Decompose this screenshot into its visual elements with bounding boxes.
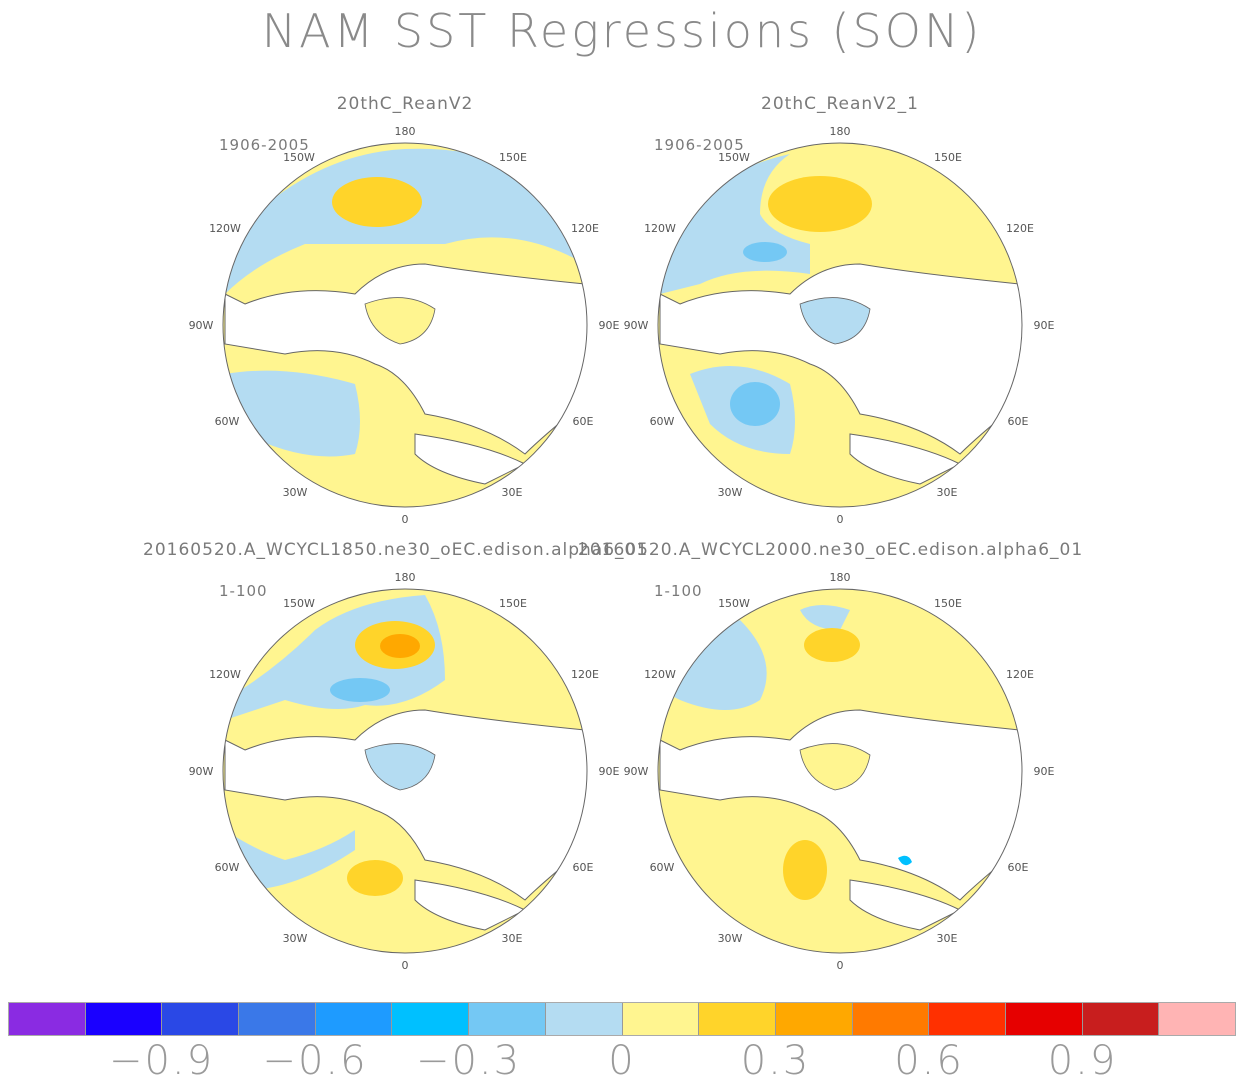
lon-label: 30E [937,486,958,499]
lon-label: 60E [573,861,594,874]
panel-title: 20160520.A_WCYCL2000.ne30_oEC.edison.alp… [578,540,1084,560]
panel-title: 20160520.A_WCYCL1850.ne30_oEC.edison.alp… [143,540,649,560]
panel-title: 20thC_ReanV2 [336,94,474,114]
lon-label: 90W [189,319,214,332]
colorbar-swatch [468,1003,545,1035]
colorbar-tick-label: 0.6 [894,1038,964,1084]
colorbar-swatch [1081,1003,1159,1035]
panel-period: 1906-2005 [219,136,310,154]
colorbar-swatch [1004,1003,1082,1035]
lon-label: 120W [209,668,241,681]
colorbar-swatch [544,1003,622,1035]
lon-label: 150W [718,151,750,164]
lon-label: 30E [937,932,958,945]
colorbar-swatch [391,1003,469,1035]
lon-label: 150W [718,597,750,610]
lon-label: 60E [573,415,594,428]
lon-label: 60W [215,415,240,428]
colorbar-swatch [314,1003,392,1035]
panel-period: 1-100 [654,582,703,600]
lon-label: 150W [283,151,315,164]
lon-label: 90E [599,765,620,778]
lon-label: 150E [934,151,962,164]
colorbar-swatch [851,1003,929,1035]
lon-label: 30W [718,932,743,945]
lon-label: 120E [1006,668,1034,681]
colorbar-swatch [161,1003,239,1035]
lon-label: 120W [644,222,676,235]
lon-label: 180 [395,571,416,584]
colorbar-swatch [621,1003,699,1035]
polar-map: 180 150W 150E 120W 120E 90W 90E 60W 60E … [189,125,620,526]
figure-title: NAM SST Regressions (SON) [261,4,983,58]
lon-label: 90W [624,765,649,778]
lon-label: 60W [650,415,675,428]
lon-label: 150E [934,597,962,610]
lon-label: 120E [1006,222,1034,235]
lon-label: 60E [1008,415,1029,428]
lon-label: 180 [830,125,851,138]
lon-label: 60W [215,861,240,874]
polar-map: 180 150W 150E 120W 120E 90W 90E 60W 60E … [624,125,1055,526]
lon-label: 0 [402,513,409,526]
lon-label: 120E [571,222,599,235]
lon-label: 60E [1008,861,1029,874]
lon-label: 150W [283,597,315,610]
colorbar-swatch [774,1003,852,1035]
lon-label: 30W [718,486,743,499]
polar-map: 180 150W 150E 120W 120E 90W 90E 60W 60E … [624,571,1055,972]
lon-label: 60W [650,861,675,874]
lon-label: 0 [837,959,844,972]
colorbar-swatch [698,1003,775,1035]
map-panel-2: 20thC_ReanV2_1 1906-2005 180 150W 150E 1… [620,94,1060,534]
colorbar-swatch [84,1003,162,1035]
map-panel-1: 20thC_ReanV2 1906-2005 180 150W 150E 120… [185,94,625,534]
lon-label: 30E [502,486,523,499]
colorbar-tick-label: −0.9 [108,1038,215,1084]
colorbar-swatch [238,1003,315,1035]
lon-label: 90E [599,319,620,332]
lon-label: 120E [571,668,599,681]
polar-map: 180 150W 150E 120W 120E 90W 90E 60W 60E … [189,571,620,972]
map-panel-3: 20160520.A_WCYCL1850.ne30_oEC.edison.alp… [143,540,647,980]
colorbar-swatch [9,1003,85,1035]
colorbar-swatch [928,1003,1005,1035]
panel-period: 1906-2005 [654,136,745,154]
lon-label: 90W [189,765,214,778]
colorbar-tick-label: −0.3 [415,1038,522,1084]
map-panel-4: 20160520.A_WCYCL2000.ne30_oEC.edison.alp… [578,540,1082,980]
lon-label: 90E [1034,765,1055,778]
colorbar-tick-label: 0.3 [740,1038,811,1084]
colorbar-swatch [1158,1003,1235,1035]
panel-title: 20thC_ReanV2_1 [761,94,919,114]
lon-label: 0 [837,513,844,526]
colorbar-tick-label: 0.9 [1047,1038,1118,1084]
colorbar-tick-label: 0 [608,1038,636,1084]
colorbar-tick-label: −0.6 [262,1038,368,1084]
lon-label: 120W [209,222,241,235]
lon-label: 90E [1034,319,1055,332]
lon-label: 150E [499,151,527,164]
lon-label: 30E [502,932,523,945]
lon-label: 180 [830,571,851,584]
lon-label: 120W [644,668,676,681]
lon-label: 90W [624,319,649,332]
lon-label: 30W [283,486,308,499]
lon-label: 0 [402,959,409,972]
lon-label: 30W [283,932,308,945]
lon-label: 180 [395,125,416,138]
colorbar [8,1002,1236,1036]
panel-period: 1-100 [219,582,268,600]
lon-label: 150E [499,597,527,610]
